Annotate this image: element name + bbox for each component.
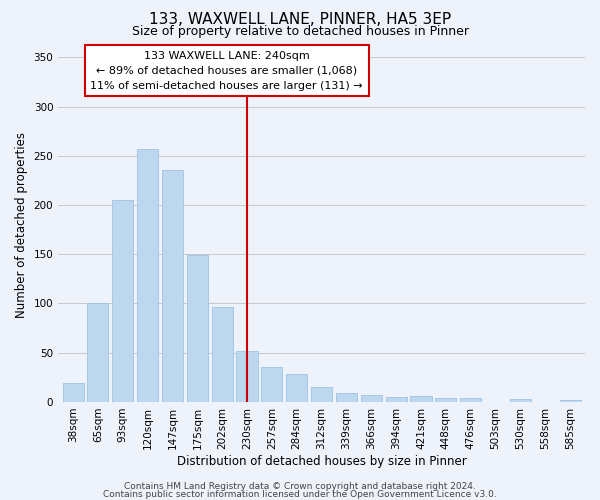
Text: 133 WAXWELL LANE: 240sqm
← 89% of detached houses are smaller (1,068)
11% of sem: 133 WAXWELL LANE: 240sqm ← 89% of detach…: [91, 51, 363, 90]
Text: 133, WAXWELL LANE, PINNER, HA5 3EP: 133, WAXWELL LANE, PINNER, HA5 3EP: [149, 12, 451, 28]
X-axis label: Distribution of detached houses by size in Pinner: Distribution of detached houses by size …: [177, 454, 466, 468]
Bar: [336, 393, 357, 402]
Text: Contains public sector information licensed under the Open Government Licence v3: Contains public sector information licen…: [103, 490, 497, 499]
Bar: [361, 395, 382, 402]
Bar: [435, 398, 457, 402]
Bar: [560, 400, 581, 402]
Bar: [410, 396, 431, 402]
Bar: [88, 304, 109, 402]
Bar: [460, 398, 481, 402]
Text: Contains HM Land Registry data © Crown copyright and database right 2024.: Contains HM Land Registry data © Crown c…: [124, 482, 476, 491]
Bar: [262, 368, 283, 402]
Bar: [510, 399, 531, 402]
Bar: [236, 351, 257, 402]
Bar: [386, 397, 407, 402]
Text: Size of property relative to detached houses in Pinner: Size of property relative to detached ho…: [131, 25, 469, 38]
Bar: [62, 384, 83, 402]
Bar: [162, 170, 183, 402]
Y-axis label: Number of detached properties: Number of detached properties: [15, 132, 28, 318]
Bar: [311, 387, 332, 402]
Bar: [286, 374, 307, 402]
Bar: [137, 149, 158, 402]
Bar: [212, 308, 233, 402]
Bar: [112, 200, 133, 402]
Bar: [187, 256, 208, 402]
